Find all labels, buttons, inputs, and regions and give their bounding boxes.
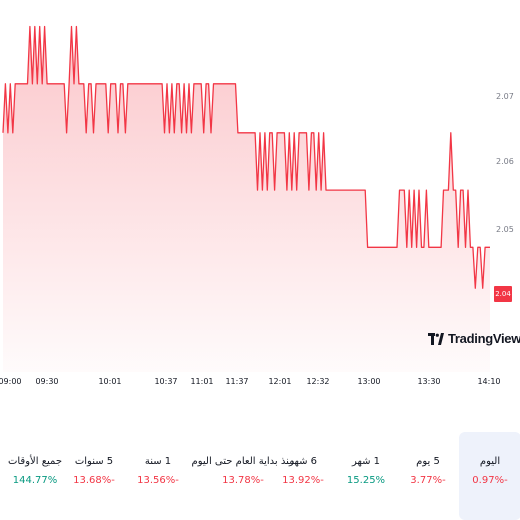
performance-periods: اليوم 0.97%- 5 يوم 3.77%- 1 شهر 15.25% 6… [0, 432, 520, 520]
period-label: 6 شهر [288, 456, 318, 467]
period-6-months[interactable]: 6 شهر 13.92%- [272, 432, 334, 520]
period-5-years[interactable]: 5 سنوات 13.68%- [63, 432, 125, 520]
price-chart[interactable] [0, 0, 492, 372]
period-change: 144.77% [12, 475, 58, 486]
price-line [2, 25, 490, 289]
period-change: 13.78%- [222, 475, 264, 486]
period-label: منذ بداية العام حتى اليوم [191, 456, 295, 467]
x-tick-label: 09:30 [35, 377, 59, 386]
x-tick-label: 14:10 [477, 377, 501, 386]
period-today[interactable]: اليوم 0.97%- [459, 432, 520, 520]
period-label: جميع الأوقات [7, 456, 63, 467]
period-change: 13.68%- [73, 475, 115, 486]
period-label: 1 شهر [351, 456, 381, 467]
period-label: 5 يوم [416, 456, 440, 467]
price-area-fill [3, 26, 490, 372]
y-tick-label: 2.05 [496, 225, 514, 234]
y-tick-label: 2.06 [496, 157, 514, 166]
x-tick-label: 12:32 [306, 377, 330, 386]
x-tick-label: 09:00 [0, 377, 22, 386]
period-all-time[interactable]: جميع الأوقات 144.77% [4, 432, 66, 520]
tradingview-logo[interactable]: TradingView [428, 331, 520, 346]
period-label: اليوم [479, 456, 501, 467]
period-5-days[interactable]: 5 يوم 3.77%- [397, 432, 459, 520]
period-label: 1 سنة [144, 456, 172, 467]
x-tick-label: 10:01 [98, 377, 122, 386]
last-price-badge: 2.04 [494, 286, 512, 302]
period-ytd[interactable]: منذ بداية العام حتى اليوم 13.78%- [192, 432, 295, 520]
period-1-year[interactable]: 1 سنة 13.56%- [127, 432, 189, 520]
tradingview-logo-text: TradingView [448, 331, 520, 346]
period-label: 5 سنوات [74, 456, 114, 467]
period-change: 3.77%- [410, 475, 446, 486]
period-change: 15.25% [346, 475, 386, 486]
x-tick-label: 11:37 [225, 377, 249, 386]
period-change: 0.97%- [472, 475, 508, 486]
period-1-month[interactable]: 1 شهر 15.25% [335, 432, 397, 520]
period-change: 13.92%- [282, 475, 324, 486]
x-tick-label: 13:30 [417, 377, 441, 386]
x-tick-label: 12:01 [268, 377, 292, 386]
x-tick-label: 11:01 [190, 377, 214, 386]
x-tick-label: 10:37 [154, 377, 178, 386]
y-tick-label: 2.07 [496, 92, 514, 101]
period-change: 13.56%- [137, 475, 179, 486]
x-tick-label: 13:00 [357, 377, 381, 386]
tradingview-logo-icon [428, 332, 444, 345]
